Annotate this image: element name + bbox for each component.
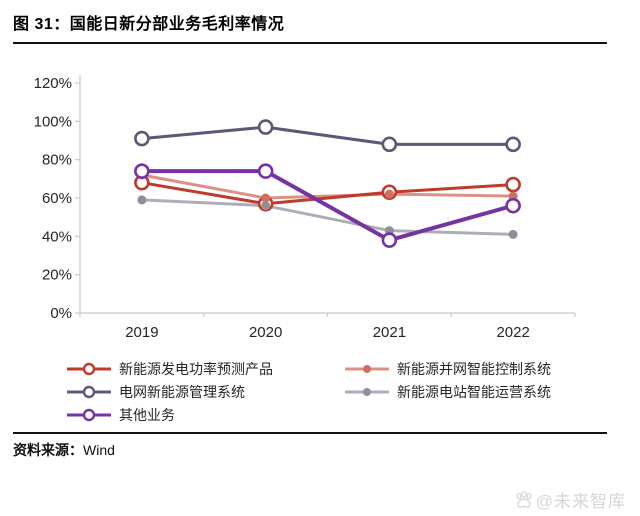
legend-marker-icon — [345, 365, 389, 373]
x-tick-label: 2020 — [249, 324, 282, 341]
legend-item: 新能源并网智能控制系统 — [344, 360, 551, 378]
series-line — [140, 181, 515, 206]
legend-label: 电网新能源管理系统 — [119, 384, 245, 400]
data-point — [381, 136, 398, 153]
watermark-text: @未来智库 — [535, 492, 626, 511]
source-note: 资料来源：Wind — [13, 440, 115, 460]
legend-marker-icon — [67, 362, 111, 376]
line-chart: 0% 20% 40% 60% 80% 100% 120% 2019 2020 2021 2022 — [34, 75, 576, 341]
data-point — [134, 130, 150, 147]
legend-marker-icon — [67, 408, 111, 422]
legend-item: 其他业务 — [66, 406, 273, 424]
y-tick-label: 40% — [42, 228, 72, 245]
paw-icon — [516, 490, 532, 508]
watermark: @未来智库 — [514, 487, 626, 512]
x-tick-label: 2019 — [125, 324, 158, 341]
legend-column-left: 新能源发电功率预测产品 电网新能源管理系统 其他业务 — [66, 360, 273, 424]
legend-marker-icon — [67, 385, 111, 399]
data-point — [137, 195, 147, 205]
data-point — [508, 229, 518, 239]
y-tick-label: 20% — [42, 267, 72, 284]
y-tick-label: 0% — [50, 305, 72, 322]
data-point — [381, 232, 398, 248]
legend-item: 电网新能源管理系统 — [66, 383, 273, 401]
series-line — [139, 169, 516, 243]
data-point — [505, 176, 521, 193]
legend-label: 其他业务 — [119, 407, 175, 423]
data-point — [505, 136, 521, 153]
legend-label: 新能源电站智能运营系统 — [397, 384, 551, 400]
data-point — [257, 163, 274, 179]
series-line — [140, 173, 515, 200]
data-point — [261, 193, 271, 203]
series-line — [140, 198, 515, 236]
y-tick-label: 100% — [34, 113, 72, 130]
legend-column-right: 新能源并网智能控制系统 新能源电站智能运营系统 — [344, 360, 551, 401]
legend-item: 新能源电站智能运营系统 — [344, 383, 551, 401]
y-tick-label: 120% — [34, 75, 72, 92]
data-point — [384, 189, 394, 199]
data-point — [261, 201, 271, 211]
chart-title: 图 31：国能日新分部业务毛利率情况 — [13, 16, 285, 33]
legend-item: 新能源发电功率预测产品 — [66, 360, 273, 378]
footer-divider — [13, 432, 607, 434]
legend-label: 新能源发电功率预测产品 — [119, 361, 273, 377]
x-tick-label: 2022 — [496, 324, 529, 341]
data-point — [505, 197, 521, 214]
legend-marker-icon — [345, 388, 389, 396]
title-underline — [13, 42, 607, 44]
y-tick-label: 60% — [42, 190, 72, 207]
series-line — [140, 125, 515, 146]
x-tick-label: 2021 — [373, 324, 406, 341]
source-value: Wind — [83, 442, 115, 458]
source-label: 资料来源： — [13, 442, 83, 458]
data-point — [257, 119, 274, 135]
data-point — [134, 163, 150, 179]
y-tick-label: 80% — [42, 152, 72, 169]
legend-label: 新能源并网智能控制系统 — [397, 361, 551, 377]
